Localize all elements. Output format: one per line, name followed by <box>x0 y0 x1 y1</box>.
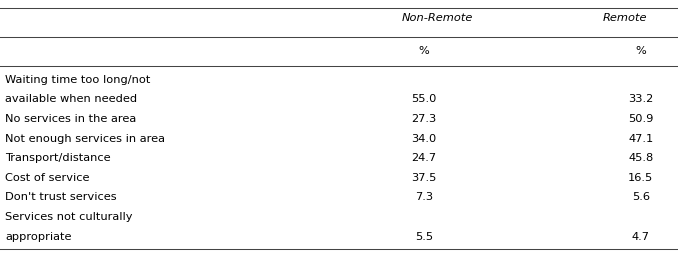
Text: 16.5: 16.5 <box>628 173 654 183</box>
Text: 45.8: 45.8 <box>628 153 654 163</box>
Text: 27.3: 27.3 <box>411 114 437 124</box>
Text: 7.3: 7.3 <box>415 192 433 202</box>
Text: 34.0: 34.0 <box>411 134 437 144</box>
Text: %: % <box>418 46 429 56</box>
Text: Services not culturally: Services not culturally <box>5 212 133 222</box>
Text: 24.7: 24.7 <box>411 153 437 163</box>
Text: Not enough services in area: Not enough services in area <box>5 134 165 144</box>
Text: Non-Remote: Non-Remote <box>401 13 473 23</box>
Text: 5.5: 5.5 <box>415 232 433 242</box>
Text: No services in the area: No services in the area <box>5 114 137 124</box>
Text: 50.9: 50.9 <box>628 114 654 124</box>
Text: %: % <box>635 46 646 56</box>
Text: Remote: Remote <box>603 13 647 23</box>
Text: appropriate: appropriate <box>5 232 72 242</box>
Text: 5.6: 5.6 <box>632 192 650 202</box>
Text: 33.2: 33.2 <box>628 94 654 104</box>
Text: 47.1: 47.1 <box>628 134 654 144</box>
Text: Waiting time too long/not: Waiting time too long/not <box>5 75 151 85</box>
Text: Cost of service: Cost of service <box>5 173 90 183</box>
Text: 37.5: 37.5 <box>411 173 437 183</box>
Text: 55.0: 55.0 <box>411 94 437 104</box>
Text: available when needed: available when needed <box>5 94 138 104</box>
Text: 4.7: 4.7 <box>632 232 650 242</box>
Text: Transport/distance: Transport/distance <box>5 153 111 163</box>
Text: Don't trust services: Don't trust services <box>5 192 117 202</box>
